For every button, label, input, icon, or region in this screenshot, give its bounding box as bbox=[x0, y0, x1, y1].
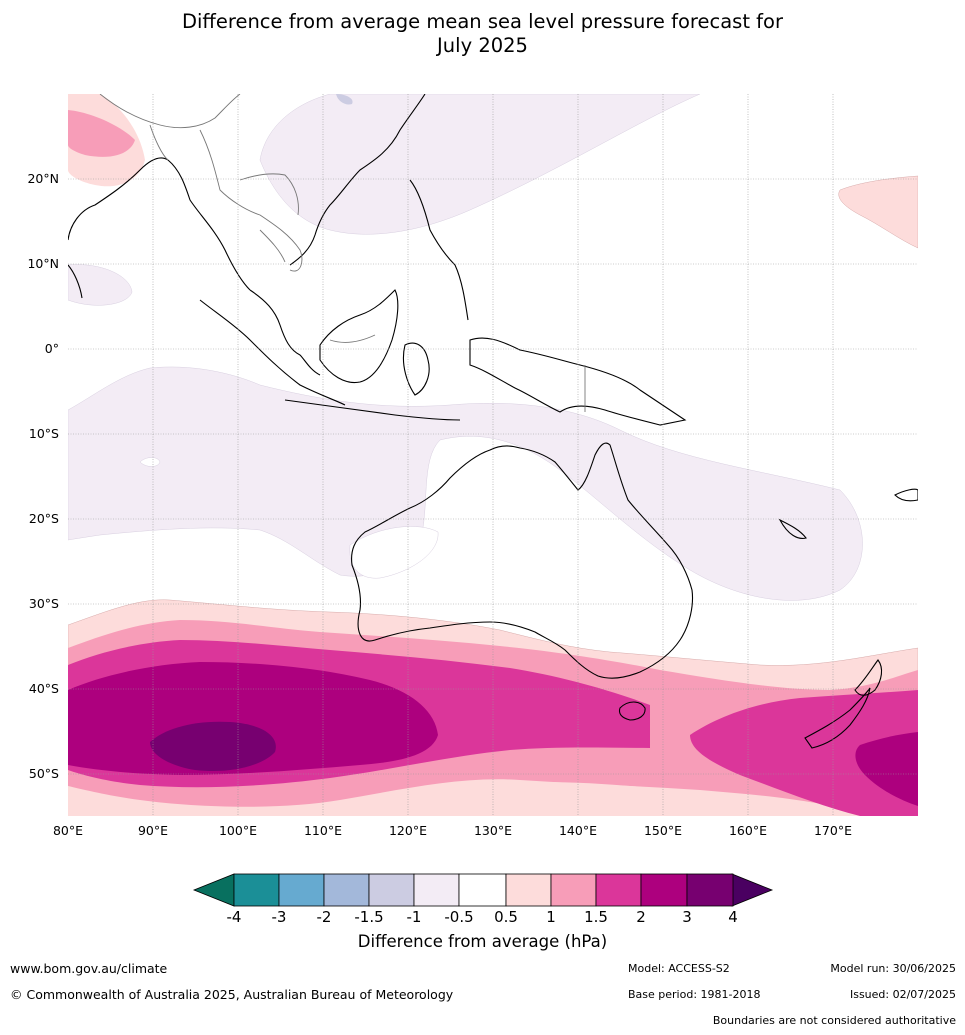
lon-label: 100°E bbox=[219, 823, 257, 838]
colorbar-tick: 2 bbox=[636, 908, 646, 926]
colorbar-cell bbox=[413, 873, 460, 907]
title-line-1: Difference from average mean sea level p… bbox=[182, 10, 783, 33]
lon-label: 140°E bbox=[559, 823, 597, 838]
lat-label: 40°S bbox=[29, 681, 59, 696]
colorbar-cell bbox=[595, 873, 642, 907]
colorbar-extend-high bbox=[731, 873, 774, 907]
lat-label: 20°S bbox=[29, 511, 59, 526]
website-link[interactable]: www.bom.gov.au/climate bbox=[10, 961, 168, 976]
colorbar-cell bbox=[278, 873, 325, 907]
colorbar-tick: -1.5 bbox=[354, 908, 383, 926]
anomaly-minus-half-regions bbox=[68, 94, 863, 816]
colorbar-tick: 0.5 bbox=[494, 908, 518, 926]
graticule bbox=[68, 94, 918, 816]
lat-label: 50°S bbox=[29, 766, 59, 781]
model-run-date: Model run: 30/06/2025 bbox=[830, 962, 956, 975]
anomaly-positive-band bbox=[68, 599, 918, 816]
lon-label: 130°E bbox=[474, 823, 512, 838]
colorbar-tick: 1.5 bbox=[584, 908, 608, 926]
colorbar-tick: -4 bbox=[227, 908, 242, 926]
colorbar-cell bbox=[458, 873, 507, 907]
lat-label: 10°S bbox=[29, 426, 59, 441]
lon-label: 170°E bbox=[814, 823, 852, 838]
lat-label: 10°N bbox=[27, 256, 59, 271]
lat-label: 20°N bbox=[27, 171, 59, 186]
base-period: Base period: 1981-2018 bbox=[628, 988, 761, 1001]
colorbar-tick: -3 bbox=[272, 908, 287, 926]
colorbar-tick: -0.5 bbox=[444, 908, 473, 926]
latitude-axis: 20°N 10°N 0° 10°S 20°S 30°S 40°S 50°S bbox=[27, 171, 59, 781]
colorbar-cell bbox=[505, 873, 552, 907]
issued-date: Issued: 02/07/2025 bbox=[849, 988, 956, 1001]
map-title: Difference from average mean sea level p… bbox=[0, 10, 965, 58]
model-name: Model: ACCESS-S2 bbox=[628, 962, 730, 975]
colorbar-tick: 1 bbox=[546, 908, 556, 926]
lat-label: 30°S bbox=[29, 596, 59, 611]
colorbar-cell bbox=[233, 873, 280, 907]
title-line-2: July 2025 bbox=[437, 34, 528, 57]
colorbar-cell bbox=[368, 873, 415, 907]
country-borders bbox=[99, 94, 586, 412]
colorbar-cell bbox=[550, 873, 597, 907]
boundaries-disclaimer: Boundaries are not considered authoritat… bbox=[712, 1014, 956, 1027]
copyright-text: © Commonwealth of Australia 2025, Austra… bbox=[10, 987, 454, 1002]
anomaly-minus-one-patch bbox=[336, 94, 353, 105]
colorbar: -4 -3 -2 -1.5 -1 -0.5 0.5 1 1.5 2 3 4 bbox=[192, 873, 774, 926]
longitude-axis: 80°E 90°E 100°E 110°E 120°E 130°E 140°E … bbox=[53, 823, 852, 838]
colorbar-cell bbox=[323, 873, 370, 907]
coastlines bbox=[68, 94, 918, 749]
lon-label: 160°E bbox=[729, 823, 767, 838]
lat-label: 0° bbox=[45, 341, 59, 356]
lon-label: 90°E bbox=[138, 823, 168, 838]
colorbar-tick: -1 bbox=[407, 908, 422, 926]
colorbar-title: Difference from average (hPa) bbox=[357, 932, 608, 951]
colorbar-extend-low bbox=[192, 873, 235, 907]
colorbar-tick: 4 bbox=[728, 908, 738, 926]
colorbar-tick: -2 bbox=[317, 908, 332, 926]
lon-label: 80°E bbox=[53, 823, 83, 838]
map-area bbox=[68, 94, 918, 816]
anomaly-positive-north bbox=[68, 94, 918, 249]
lon-label: 120°E bbox=[389, 823, 427, 838]
colorbar-cell bbox=[640, 873, 688, 907]
lon-label: 150°E bbox=[644, 823, 682, 838]
colorbar-tick: 3 bbox=[682, 908, 692, 926]
colorbar-cell bbox=[686, 873, 734, 907]
lon-label: 110°E bbox=[304, 823, 342, 838]
